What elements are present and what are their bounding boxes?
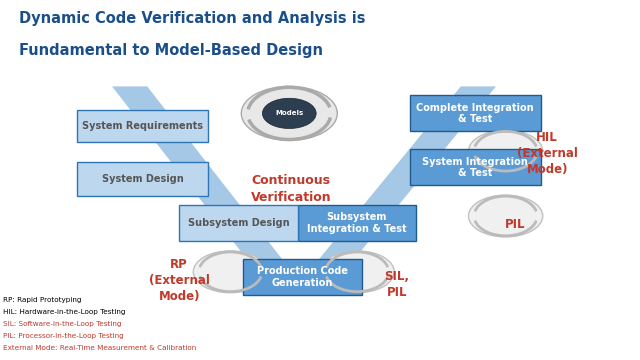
Text: RP: Rapid Prototyping: RP: Rapid Prototyping: [3, 297, 82, 303]
Text: Models: Models: [275, 111, 303, 116]
Text: Dynamic Code Verification and Analysis is: Dynamic Code Verification and Analysis i…: [19, 11, 365, 26]
Circle shape: [241, 86, 337, 140]
Text: External Mode: Real-Time Measurement & Calibration: External Mode: Real-Time Measurement & C…: [3, 345, 196, 351]
FancyBboxPatch shape: [77, 162, 208, 196]
Polygon shape: [303, 86, 496, 279]
FancyBboxPatch shape: [179, 205, 298, 241]
Circle shape: [262, 98, 316, 129]
Polygon shape: [112, 86, 298, 279]
FancyBboxPatch shape: [410, 149, 541, 185]
Text: HIL
(External
Mode): HIL (External Mode): [516, 131, 578, 176]
Text: SIL,
PIL: SIL, PIL: [384, 270, 410, 299]
Text: System Integration
& Test: System Integration & Test: [422, 157, 528, 178]
Circle shape: [320, 251, 394, 293]
Text: Production Code
Generation: Production Code Generation: [257, 266, 348, 288]
Circle shape: [193, 251, 268, 293]
Circle shape: [468, 130, 543, 172]
Text: HIL: Hardware-in-the-Loop Testing: HIL: Hardware-in-the-Loop Testing: [3, 309, 125, 315]
Text: Subsystem Design: Subsystem Design: [188, 218, 289, 228]
Text: System Requirements: System Requirements: [82, 121, 203, 131]
Text: SIL: Software-in-the-Loop Testing: SIL: Software-in-the-Loop Testing: [3, 321, 122, 327]
Text: Subsystem
Integration & Test: Subsystem Integration & Test: [307, 212, 406, 234]
Text: Continuous
Verification: Continuous Verification: [251, 174, 332, 204]
Text: System Design: System Design: [102, 174, 183, 184]
Text: PIL: Processor-in-the-Loop Testing: PIL: Processor-in-the-Loop Testing: [3, 333, 124, 339]
Circle shape: [468, 195, 543, 237]
Text: Complete Integration
& Test: Complete Integration & Test: [417, 103, 534, 124]
Text: PIL: PIL: [505, 219, 525, 231]
Text: RP
(External
Mode): RP (External Mode): [148, 258, 210, 303]
Text: Fundamental to Model-Based Design: Fundamental to Model-Based Design: [19, 43, 323, 58]
FancyBboxPatch shape: [243, 259, 362, 295]
FancyBboxPatch shape: [410, 95, 541, 131]
FancyBboxPatch shape: [298, 205, 416, 241]
FancyBboxPatch shape: [77, 110, 208, 142]
